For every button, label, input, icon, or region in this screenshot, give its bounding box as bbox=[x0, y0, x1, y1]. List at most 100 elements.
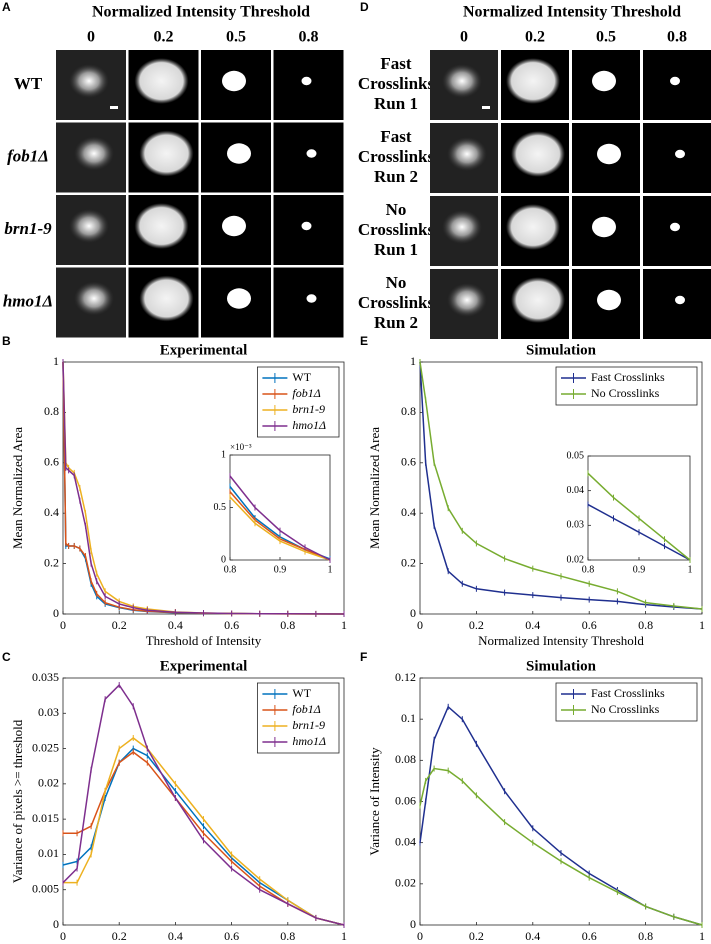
series-line bbox=[62, 361, 345, 615]
x-tick-label: 1 bbox=[688, 564, 693, 575]
cell-blob bbox=[442, 64, 482, 98]
series-line bbox=[419, 361, 703, 610]
x-tick-label: 0.6 bbox=[582, 618, 597, 632]
series-line bbox=[229, 475, 331, 561]
panel-label: D bbox=[360, 0, 369, 14]
plot-area bbox=[229, 454, 331, 561]
cell-blob bbox=[74, 281, 114, 316]
cell-blob bbox=[227, 143, 251, 164]
series-line bbox=[62, 361, 345, 615]
series-line bbox=[229, 491, 331, 561]
y-tick-label: 0.04 bbox=[567, 485, 585, 496]
column-label: 0.8 bbox=[299, 29, 319, 46]
x-tick-label: 0.4 bbox=[168, 618, 183, 632]
legend-label: brn1-9 bbox=[292, 718, 325, 732]
x-axis-label: Threshold of Intensity bbox=[146, 633, 262, 648]
x-tick-label: 0 bbox=[417, 929, 423, 943]
cell-blob bbox=[139, 275, 194, 322]
legend-box bbox=[555, 682, 698, 722]
cell-blob bbox=[222, 70, 246, 92]
y-tick-label: 0.12 bbox=[395, 670, 416, 684]
plot-area bbox=[419, 361, 703, 615]
row-label: Crosslinks bbox=[358, 147, 435, 166]
panel-label: B bbox=[2, 334, 11, 348]
y-tick-label: 0 bbox=[53, 606, 59, 620]
x-tick-label: 0.6 bbox=[224, 929, 239, 943]
legend-label: fob1Δ bbox=[292, 386, 320, 400]
x-tick-label: 0 bbox=[60, 929, 66, 943]
y-tick-label: 0.015 bbox=[32, 811, 59, 825]
y-tick-label: 0.2 bbox=[401, 555, 416, 569]
row-label: hmo1Δ bbox=[3, 291, 53, 310]
x-tick-label: 0.9 bbox=[274, 564, 287, 575]
cell-blob bbox=[442, 210, 482, 244]
series-line bbox=[229, 486, 331, 560]
scale-bar bbox=[482, 106, 490, 109]
y-tick-label: 0.035 bbox=[32, 670, 59, 684]
legend-label: WT bbox=[292, 370, 311, 384]
panel-label: E bbox=[360, 334, 368, 348]
panel-label: A bbox=[2, 0, 11, 14]
plot-area bbox=[62, 677, 345, 926]
legend-label: fob1Δ bbox=[292, 702, 320, 716]
x-tick-label: 0 bbox=[417, 618, 423, 632]
micrograph bbox=[273, 267, 344, 338]
y-tick-label: 0.4 bbox=[44, 505, 59, 519]
cell-blob bbox=[592, 216, 616, 238]
row-label: Run 2 bbox=[374, 313, 418, 332]
cell-blob bbox=[506, 58, 560, 104]
chart-title: Experimental bbox=[160, 342, 248, 358]
y-axis-label: Variance of pixels >= threshold bbox=[10, 719, 25, 883]
legend-box bbox=[256, 682, 340, 754]
micrograph bbox=[273, 50, 344, 120]
series-line bbox=[62, 361, 345, 615]
y-axis-label: Variance of Intensity bbox=[367, 747, 382, 856]
cell-blob bbox=[301, 221, 312, 231]
y-exponent-label: ×10⁻³ bbox=[230, 442, 252, 452]
x-tick-label: 0.4 bbox=[168, 929, 183, 943]
plot-area bbox=[587, 455, 691, 561]
x-tick-label: 0.6 bbox=[224, 618, 239, 632]
y-tick-label: 1 bbox=[221, 449, 226, 460]
row-label: Run 1 bbox=[374, 240, 418, 259]
y-tick-label: 0.6 bbox=[401, 455, 416, 469]
cell-blob bbox=[447, 283, 487, 317]
y-tick-label: 0.05 bbox=[567, 450, 585, 461]
cell-blob bbox=[597, 289, 621, 311]
micrograph bbox=[273, 122, 344, 193]
column-label: 0 bbox=[460, 29, 468, 46]
cell-blob bbox=[597, 143, 621, 165]
row-label: Crosslinks bbox=[358, 74, 435, 93]
micrograph bbox=[273, 195, 344, 265]
y-tick-label: 0.08 bbox=[395, 752, 416, 766]
y-tick-label: 0.025 bbox=[32, 740, 59, 754]
legend-label: Fast Crosslinks bbox=[591, 370, 665, 384]
x-tick-label: 0.8 bbox=[280, 929, 295, 943]
chart-title: Experimental bbox=[160, 658, 248, 674]
series-line bbox=[419, 705, 703, 926]
cell-blob bbox=[139, 130, 194, 177]
x-tick-label: 0.8 bbox=[280, 618, 295, 632]
cell-blob bbox=[670, 76, 680, 86]
legend-label: WT bbox=[292, 686, 311, 700]
column-label: 0.5 bbox=[596, 29, 616, 46]
row-label: Crosslinks bbox=[358, 293, 435, 312]
plot-area bbox=[62, 361, 345, 615]
x-tick-label: 0.2 bbox=[112, 929, 127, 943]
x-tick-label: 1 bbox=[328, 564, 333, 575]
y-tick-label: 0 bbox=[53, 917, 59, 931]
legend-label: hmo1Δ bbox=[292, 418, 326, 432]
x-tick-label: 0.2 bbox=[469, 929, 484, 943]
row-label: No bbox=[386, 200, 407, 219]
y-tick-label: 1 bbox=[53, 354, 59, 368]
cell-blob bbox=[227, 288, 251, 309]
cell-blob bbox=[306, 149, 317, 158]
legend-label: No Crosslinks bbox=[591, 702, 660, 716]
cell-blob bbox=[306, 294, 317, 303]
y-tick-label: 0.01 bbox=[38, 846, 59, 860]
cell-blob bbox=[222, 215, 246, 237]
cell-blob bbox=[506, 204, 560, 250]
column-label: 0.2 bbox=[525, 29, 545, 46]
micrograph bbox=[643, 269, 711, 339]
row-label: Run 1 bbox=[374, 94, 418, 113]
